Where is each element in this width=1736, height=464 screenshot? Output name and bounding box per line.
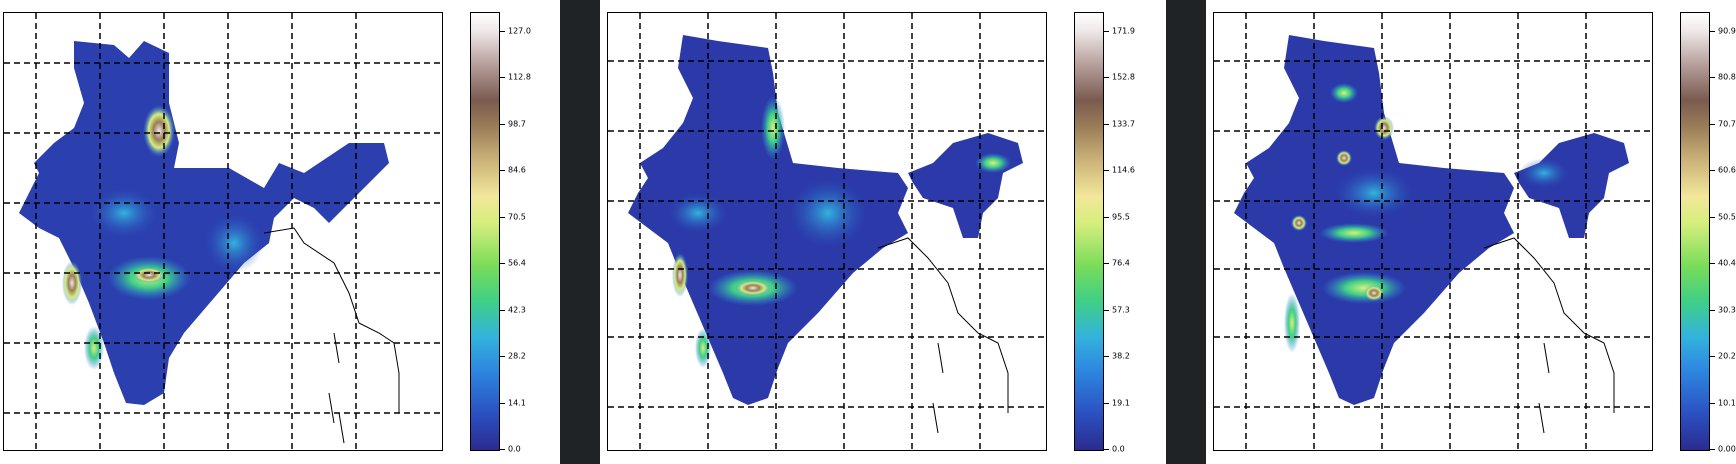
colorbar-tick-label: 10.10 xyxy=(1718,398,1736,407)
colorbar-tick-mark xyxy=(1104,123,1109,125)
colorbar-tick-mark xyxy=(1710,402,1715,404)
colorbar-tick-mark xyxy=(500,123,505,125)
colorbar-tick-label: 20.21 xyxy=(1718,351,1736,361)
colorbar-tick-mark xyxy=(1710,170,1715,172)
colorbar-tick-mark xyxy=(1710,263,1715,265)
india-region-1 xyxy=(19,41,389,405)
india-region-3 xyxy=(1234,35,1629,405)
colorbar-tick-mark xyxy=(1104,263,1109,265)
colorbar-tick-label: 152.8 xyxy=(1112,72,1135,82)
colorbar-tick-label: 171.9 xyxy=(1112,26,1135,36)
colorbar-tick-mark xyxy=(500,309,505,311)
colorbar-tick-mark xyxy=(1104,309,1109,311)
colorbar-tick-label: 38.2 xyxy=(1112,351,1130,361)
colorbar-tick-label: 98.7 xyxy=(508,119,526,129)
colorbar-tick-mark xyxy=(1104,449,1109,450)
colorbar-tick-mark xyxy=(1104,356,1109,358)
colorbar-tick-label: 30.31 xyxy=(1718,305,1736,315)
colorbar-tick-mark xyxy=(1710,356,1715,358)
map-frame-1 xyxy=(3,12,443,451)
colorbar-tick-mark xyxy=(500,449,505,450)
colorbar-tick-label: 0.0 xyxy=(508,444,521,454)
colorbar-tick-label: 0.0 xyxy=(1112,444,1125,454)
colorbar-tick-label: 56.4 xyxy=(508,258,526,268)
map-panel-2: 0.0 19.1 38.2 57.3 76.4 95.5 114.6 133.7 152.8 17… xyxy=(604,0,1135,464)
colorbar-gradient-2 xyxy=(1074,12,1104,451)
colorbar-gradient-3 xyxy=(1680,12,1710,451)
map-frame-2 xyxy=(607,12,1047,451)
colorbar-tick-mark xyxy=(500,402,505,404)
colorbar-tick-label: 114.6 xyxy=(1112,165,1135,175)
colorbar-tick-label: 127.0 xyxy=(508,26,531,36)
separator-strip-1 xyxy=(560,0,600,464)
colorbar-tick-mark xyxy=(1710,216,1715,218)
colorbar-tick-mark xyxy=(1710,30,1715,32)
map-canvas-1 xyxy=(4,13,442,450)
colorbar-gradient-1 xyxy=(470,12,500,451)
colorbar-tick-label: 84.6 xyxy=(508,165,526,175)
colorbar-tick-mark xyxy=(500,170,505,172)
colorbar-tick-label: 70.5 xyxy=(508,212,526,222)
map-frame-3 xyxy=(1213,12,1653,451)
colorbar-tick-label: 0.00 xyxy=(1718,444,1736,454)
map-panel-1: 0.0 14.1 28.2 42.3 56.4 70.5 84.6 98.7 112.8 127.… xyxy=(0,0,531,464)
colorbar-tick-mark xyxy=(1710,77,1715,79)
map-panel-3: 0.00 10.10 20.21 30.31 40.42 50.52 60.63 70.73 8… xyxy=(1210,0,1736,464)
colorbar-tick-mark xyxy=(500,30,505,32)
colorbar-tick-mark xyxy=(1104,30,1109,32)
colorbar-tick-label: 90.94 xyxy=(1718,26,1736,36)
colorbar-tick-label: 28.2 xyxy=(508,351,526,361)
colorbar-tick-label: 80.83 xyxy=(1718,72,1736,82)
colorbar-tick-label: 60.63 xyxy=(1718,165,1736,175)
colorbar-tick-mark xyxy=(1104,402,1109,404)
colorbar-tick-label: 14.1 xyxy=(508,398,526,407)
separator-strip-2 xyxy=(1166,0,1206,464)
colorbar-tick-mark xyxy=(1104,216,1109,218)
colorbar-tick-mark xyxy=(500,216,505,218)
colorbar-tick-mark xyxy=(500,263,505,265)
colorbar-tick-label: 112.8 xyxy=(508,72,531,82)
colorbar-tick-label: 95.5 xyxy=(1112,212,1130,222)
colorbar-tick-label: 70.73 xyxy=(1718,119,1736,129)
map-canvas-3 xyxy=(1214,13,1652,450)
colorbar-tick-label: 57.3 xyxy=(1112,305,1130,315)
map-canvas-2 xyxy=(608,13,1046,450)
colorbar-tick-label: 133.7 xyxy=(1112,119,1135,129)
colorbar-tick-mark xyxy=(500,356,505,358)
colorbar-tick-mark xyxy=(1710,309,1715,311)
colorbar-tick-mark xyxy=(1710,449,1715,450)
colorbar-tick-mark xyxy=(1104,77,1109,79)
colorbar-tick-label: 42.3 xyxy=(508,305,526,315)
colorbar-tick-label: 19.1 xyxy=(1112,398,1130,407)
colorbar-tick-label: 40.42 xyxy=(1718,258,1736,268)
colorbar-tick-mark xyxy=(1710,123,1715,125)
colorbar-tick-label: 76.4 xyxy=(1112,258,1130,268)
colorbar-tick-label: 50.52 xyxy=(1718,212,1736,222)
colorbar-tick-mark xyxy=(1104,170,1109,172)
colorbar-tick-mark xyxy=(500,77,505,79)
